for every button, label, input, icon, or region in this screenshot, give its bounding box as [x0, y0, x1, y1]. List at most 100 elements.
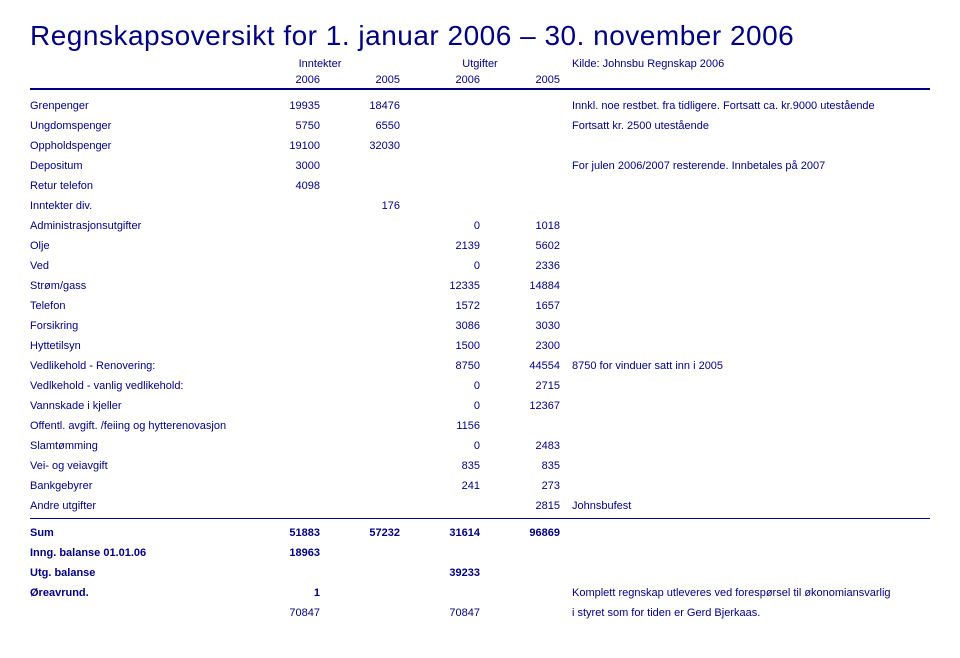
- year-col-1: 2006: [240, 74, 320, 86]
- row-note: [560, 380, 930, 392]
- row-n4: [480, 100, 560, 112]
- row-label: Vedlikehold - Renovering:: [30, 360, 240, 372]
- row-n3: 39233: [400, 567, 480, 579]
- table-row: Oppholdspenger1910032030: [30, 136, 930, 156]
- row-n4: 835: [480, 460, 560, 472]
- row-n2: [320, 547, 400, 559]
- table-row: Telefon15721657: [30, 296, 930, 316]
- sum-n3: 31614: [400, 527, 480, 539]
- row-n2: [320, 480, 400, 492]
- row-n2: [320, 320, 400, 332]
- table-row: 7084770847i styret som for tiden er Gerd…: [30, 603, 930, 623]
- row-n4: 1657: [480, 300, 560, 312]
- row-note: [560, 460, 930, 472]
- row-n4: [480, 160, 560, 172]
- row-label: Depositum: [30, 160, 240, 172]
- row-label: Andre utgifter: [30, 500, 240, 512]
- group-header-row: Inntekter Utgifter Kilde: Johnsbu Regnsk…: [30, 58, 930, 70]
- row-label: Slamtømming: [30, 440, 240, 452]
- row-note: Innkl. noe restbet. fra tidligere. Forts…: [560, 100, 930, 112]
- row-n4: [480, 180, 560, 192]
- row-n2: [320, 160, 400, 172]
- row-label: Øreavrund.: [30, 587, 240, 599]
- row-note: [560, 200, 930, 212]
- row-note: [560, 140, 930, 152]
- row-n3: 0: [400, 260, 480, 272]
- row-n3: 2139: [400, 240, 480, 252]
- header-source: Kilde: Johnsbu Regnskap 2006: [560, 58, 930, 70]
- row-note: [560, 440, 930, 452]
- row-n1: [240, 340, 320, 352]
- row-note: 8750 for vinduer satt inn i 2005: [560, 360, 930, 372]
- table-row: Inntekter div.176: [30, 196, 930, 216]
- row-label: Forsikring: [30, 320, 240, 332]
- row-n2: [320, 460, 400, 472]
- table-row: Hyttetilsyn15002300: [30, 336, 930, 356]
- row-n1: 19935: [240, 100, 320, 112]
- row-n1: [240, 320, 320, 332]
- year-col-3: 2006: [400, 74, 480, 86]
- row-n4: [480, 120, 560, 132]
- table-row: Forsikring30863030: [30, 316, 930, 336]
- row-n1: [240, 220, 320, 232]
- row-n3: 1156: [400, 420, 480, 432]
- row-n4: 44554: [480, 360, 560, 372]
- row-n1: [240, 300, 320, 312]
- row-n2: 6550: [320, 120, 400, 132]
- row-note: [560, 320, 930, 332]
- row-n3: [400, 100, 480, 112]
- row-label: Ungdomspenger: [30, 120, 240, 132]
- row-n2: [320, 220, 400, 232]
- row-n4: [480, 200, 560, 212]
- table-row: Ved02336: [30, 256, 930, 276]
- table-row: Olje21395602: [30, 236, 930, 256]
- sum-n4: 96869: [480, 527, 560, 539]
- table-row: Bankgebyrer241273: [30, 476, 930, 496]
- header-utgifter: Utgifter: [400, 58, 560, 70]
- row-label: Ved: [30, 260, 240, 272]
- table-row: Administrasjonsutgifter01018: [30, 216, 930, 236]
- row-n2: [320, 180, 400, 192]
- row-n4: 3030: [480, 320, 560, 332]
- row-n4: 12367: [480, 400, 560, 412]
- row-n2: [320, 380, 400, 392]
- row-n1: [240, 420, 320, 432]
- row-label: Utg. balanse: [30, 567, 240, 579]
- row-n1: [240, 200, 320, 212]
- row-n1: [240, 240, 320, 252]
- year-header-row: 2006 2005 2006 2005: [30, 74, 930, 86]
- row-note: [560, 420, 930, 432]
- page-title: Regnskapsoversikt for 1. januar 2006 – 3…: [30, 20, 930, 52]
- row-note: [560, 180, 930, 192]
- row-n3: 1572: [400, 300, 480, 312]
- table-row: Andre utgifter2815Johnsbufest: [30, 496, 930, 516]
- row-label: Offentl. avgift. /feiing og hytterenovas…: [30, 420, 240, 432]
- row-n4: 273: [480, 480, 560, 492]
- row-label: Inntekter div.: [30, 200, 240, 212]
- row-n3: 0: [400, 400, 480, 412]
- row-n2: [320, 607, 400, 619]
- row-n2: [320, 340, 400, 352]
- table-row: Vei- og veiavgift835835: [30, 456, 930, 476]
- row-note: Komplett regnskap utleveres ved forespør…: [560, 587, 930, 599]
- sum-rule: [30, 518, 930, 519]
- row-label: Administrasjonsutgifter: [30, 220, 240, 232]
- row-n3: [400, 547, 480, 559]
- row-n2: [320, 440, 400, 452]
- row-n1: [240, 380, 320, 392]
- row-n3: 70847: [400, 607, 480, 619]
- row-note: [560, 300, 930, 312]
- table-row: Slamtømming02483: [30, 436, 930, 456]
- row-label: Vedlkehold - vanlig vedlikehold:: [30, 380, 240, 392]
- row-n3: [400, 500, 480, 512]
- row-n3: [400, 200, 480, 212]
- row-n4: [480, 607, 560, 619]
- row-note: For julen 2006/2007 resterende. Innbetal…: [560, 160, 930, 172]
- table-row: Vedlikehold - Renovering:8750445548750 f…: [30, 356, 930, 376]
- table-row: Øreavrund.1Komplett regnskap utleveres v…: [30, 583, 930, 603]
- row-n4: [480, 140, 560, 152]
- row-note: [560, 220, 930, 232]
- row-label: Hyttetilsyn: [30, 340, 240, 352]
- row-n1: [240, 360, 320, 372]
- row-note: i styret som for tiden er Gerd Bjerkaas.: [560, 607, 930, 619]
